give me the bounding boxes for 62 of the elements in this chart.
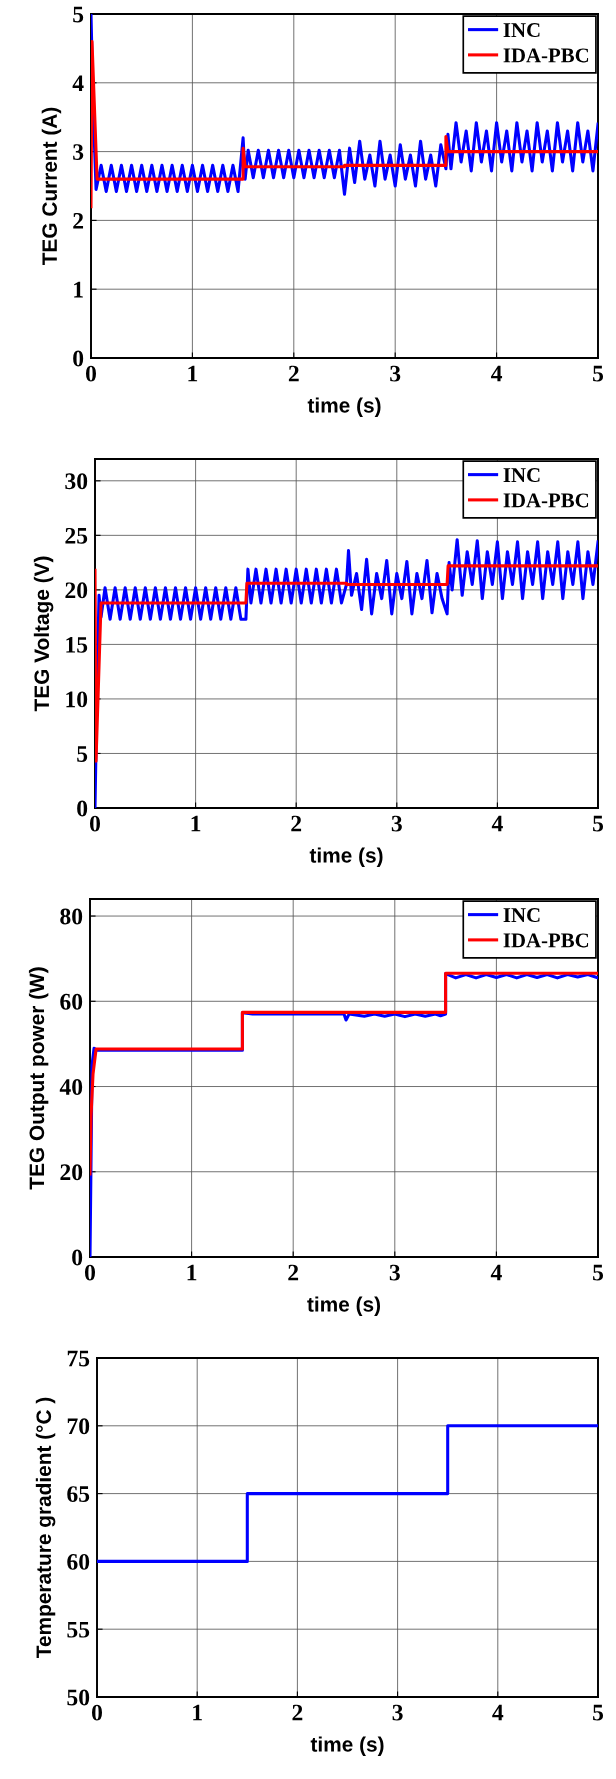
y-tick-label: 55 xyxy=(67,1621,90,1638)
x-axis-title: time (s) xyxy=(310,1736,384,1756)
y-tick-label: 15 xyxy=(66,637,88,653)
y-axis-title: Temperature gradient (°C ) xyxy=(35,1397,56,1658)
y-tick-label: 20 xyxy=(60,1164,83,1181)
y-tick-label: 30 xyxy=(65,473,88,490)
y-tick-label: 65 xyxy=(67,1486,90,1503)
x-tick-label: 5 xyxy=(593,1264,604,1281)
y-tick-label: 10 xyxy=(66,691,88,708)
y-tick-label: 0 xyxy=(72,1249,83,1266)
x-tick-label: 4 xyxy=(490,1264,502,1281)
legend-label: INC xyxy=(503,908,540,923)
y-tick-label: 20 xyxy=(65,582,88,599)
y-axis-title: TEG Voltage (V) xyxy=(33,556,54,712)
x-tick-label: 2 xyxy=(288,365,299,382)
x-tick-label: 1 xyxy=(187,1264,197,1281)
y-axis-title: TEG Output power (W) xyxy=(28,967,49,1190)
y-tick-label: 1 xyxy=(74,281,83,298)
legend-label: IDA-PBC xyxy=(503,933,589,948)
y-tick-label: 5 xyxy=(73,6,84,23)
x-tick-label: 2 xyxy=(288,1264,299,1281)
x-tick-label: 2 xyxy=(292,1704,303,1721)
x-tick-label: 2 xyxy=(291,815,302,832)
y-tick-label: 0 xyxy=(77,800,88,817)
y-tick-label: 5 xyxy=(77,746,88,762)
x-tick-label: 4 xyxy=(491,815,503,832)
x-tick-label: 3 xyxy=(390,365,401,382)
y-tick-label: 4 xyxy=(72,75,84,91)
legend-label: IDA-PBC xyxy=(503,48,589,63)
y-tick-label: 75 xyxy=(67,1350,90,1367)
legend-label: IDA-PBC xyxy=(503,493,589,508)
y-tick-label: 60 xyxy=(60,993,83,1010)
x-axis-title: time (s) xyxy=(309,847,383,867)
line-series xyxy=(90,971,598,1176)
y-tick-label: 2 xyxy=(73,212,84,229)
line-series xyxy=(91,39,598,209)
x-tick-label: 1 xyxy=(191,815,201,832)
x-tick-label: 4 xyxy=(492,1704,504,1721)
x-tick-label: 1 xyxy=(188,365,198,382)
x-tick-label: 5 xyxy=(593,365,604,382)
x-tick-label: 3 xyxy=(391,815,402,832)
x-tick-label: 5 xyxy=(593,815,604,832)
line-series xyxy=(95,564,598,763)
x-tick-label: 3 xyxy=(392,1704,403,1721)
x-tick-label: 3 xyxy=(389,1264,400,1281)
y-tick-label: 70 xyxy=(67,1418,90,1435)
y-tick-label: 60 xyxy=(67,1553,90,1570)
y-tick-label: 0 xyxy=(73,350,84,367)
x-tick-label: 0 xyxy=(92,1704,102,1721)
y-tick-label: 80 xyxy=(60,908,83,925)
legend-label: INC xyxy=(503,468,540,483)
x-axis-title: time (s) xyxy=(307,1296,381,1316)
y-tick-label: 3 xyxy=(73,144,84,161)
y-tick-label: 40 xyxy=(59,1079,83,1095)
x-axis-title: time (s) xyxy=(307,397,381,417)
x-tick-label: 1 xyxy=(193,1704,202,1721)
legend-label: INC xyxy=(503,23,540,38)
y-tick-label: 50 xyxy=(67,1689,90,1706)
y-tick-label: 25 xyxy=(65,527,88,544)
y-axis-title: TEG Current (A) xyxy=(41,107,62,266)
x-tick-label: 4 xyxy=(491,365,503,382)
x-tick-label: 5 xyxy=(593,1704,604,1721)
